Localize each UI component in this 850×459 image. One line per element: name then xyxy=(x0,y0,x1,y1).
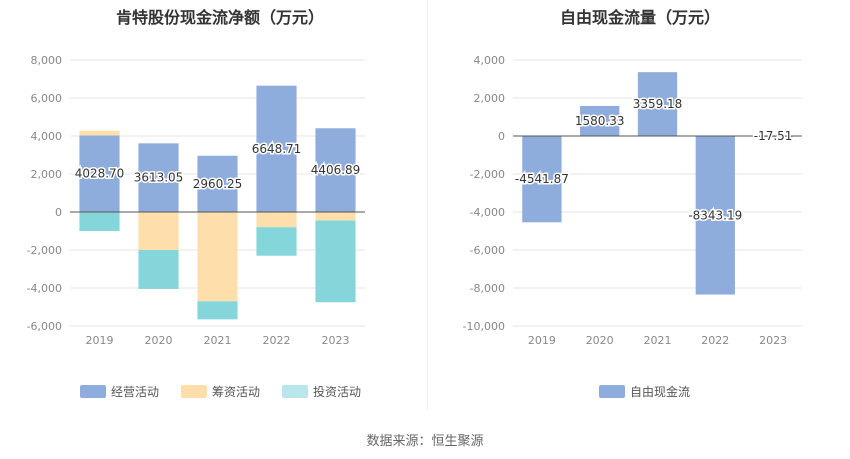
left-data-label: 6648.71 xyxy=(252,142,302,156)
left-bar-筹资活动-2022 xyxy=(256,212,297,228)
legend-label-investing: 投资活动 xyxy=(313,385,362,399)
left-bar-筹资活动-2021 xyxy=(197,212,238,302)
right-y-tick-label: 2,000 xyxy=(474,92,506,105)
left-x-tick-label: 2023 xyxy=(322,334,350,347)
right-x-tick-label: 2023 xyxy=(759,334,787,347)
legend-swatch-financing xyxy=(181,385,208,398)
legend-label-operating: 经营活动 xyxy=(111,385,160,399)
left-legend: 经营活动 筹资活动 投资活动 xyxy=(80,383,383,400)
left-y-tick-label: -6,000 xyxy=(27,320,62,333)
left-bar-筹资活动-2023 xyxy=(315,212,356,221)
left-bar-投资活动-2022 xyxy=(256,227,297,256)
left-bar-经营活动-2023 xyxy=(315,128,356,212)
right-y-tick-label: -2,000 xyxy=(470,168,505,181)
legend-swatch-operating xyxy=(80,385,106,398)
left-y-tick-label: 4,000 xyxy=(31,130,63,143)
right-bar-自由现金流-2020 xyxy=(580,105,620,136)
legend-swatch-free-cash-flow xyxy=(599,385,625,398)
left-bar-筹资活动-2020 xyxy=(138,212,179,250)
right-chart-title: 自由现金流量（万元） xyxy=(559,8,720,27)
data-source: 数据来源：恒生聚源 xyxy=(366,434,484,449)
left-x-tick-label: 2021 xyxy=(204,334,232,347)
left-data-label: 3613.05 xyxy=(134,171,184,185)
left-bar-投资活动-2019 xyxy=(79,212,120,231)
right-x-tick-label: 2021 xyxy=(644,334,672,347)
right-data-label: -8343.19 xyxy=(688,208,742,222)
left-data-label: 2960.25 xyxy=(193,177,243,191)
left-chart-title: 肯特股份现金流净额（万元） xyxy=(115,8,324,27)
legend-swatch-investing xyxy=(282,385,309,398)
right-data-label: -4541.87 xyxy=(515,172,569,186)
left-bar-经营活动-2020 xyxy=(138,143,179,212)
left-bar-经营活动-2019 xyxy=(79,135,120,212)
right-bar-自由现金流-2022 xyxy=(695,136,735,295)
right-y-tick-label: -8,000 xyxy=(470,282,505,295)
legend-item-operating[interactable]: 经营活动 xyxy=(80,383,159,400)
legend-label-financing: 筹资活动 xyxy=(212,385,261,399)
left-x-tick-label: 2022 xyxy=(263,334,291,347)
right-x-tick-label: 2020 xyxy=(586,334,614,347)
right-legend: 自由现金流 xyxy=(599,383,712,400)
right-x-tick-label: 2022 xyxy=(701,334,729,347)
right-data-label: 1580.33 xyxy=(575,114,625,128)
left-y-tick-label: -2,000 xyxy=(27,244,62,257)
right-y-tick-label: -6,000 xyxy=(470,244,505,257)
left-y-tick-label: 8,000 xyxy=(31,54,63,67)
left-y-tick-label: 2,000 xyxy=(31,168,63,181)
legend-label-free-cash-flow: 自由现金流 xyxy=(630,385,691,399)
left-y-tick-label: 6,000 xyxy=(31,92,63,105)
right-data-label: 3359.18 xyxy=(633,97,683,111)
left-data-label: 4028.70 xyxy=(75,167,125,181)
right-x-tick-label: 2019 xyxy=(528,334,556,347)
right-y-tick-label: -4,000 xyxy=(470,206,505,219)
right-y-tick-label: 0 xyxy=(498,130,505,143)
right-data-label: -17.51 xyxy=(754,129,793,143)
left-bar-投资活动-2023 xyxy=(315,220,356,303)
panel-divider xyxy=(427,0,428,410)
left-bar-经营活动-2021 xyxy=(197,155,238,212)
left-bar-投资活动-2020 xyxy=(138,250,179,289)
left-bar-筹资活动-2019 xyxy=(79,130,120,136)
right-y-tick-label: -10,000 xyxy=(463,320,505,333)
left-y-tick-label: 0 xyxy=(55,206,62,219)
legend-item-financing[interactable]: 筹资活动 xyxy=(181,383,260,400)
left-bar-投资活动-2021 xyxy=(197,301,238,320)
legend-item-investing[interactable]: 投资活动 xyxy=(282,383,361,400)
left-x-tick-label: 2020 xyxy=(145,334,173,347)
right-y-tick-label: 4,000 xyxy=(474,54,506,67)
legend-item-free-cash-flow[interactable]: 自由现金流 xyxy=(599,383,690,400)
left-y-tick-label: -4,000 xyxy=(27,282,62,295)
right-bar-自由现金流-2019 xyxy=(522,136,562,223)
left-data-label: 4406.89 xyxy=(311,163,361,177)
left-bar-经营活动-2022 xyxy=(256,85,297,212)
right-bar-自由现金流-2021 xyxy=(637,72,678,136)
left-x-tick-label: 2019 xyxy=(86,334,114,347)
